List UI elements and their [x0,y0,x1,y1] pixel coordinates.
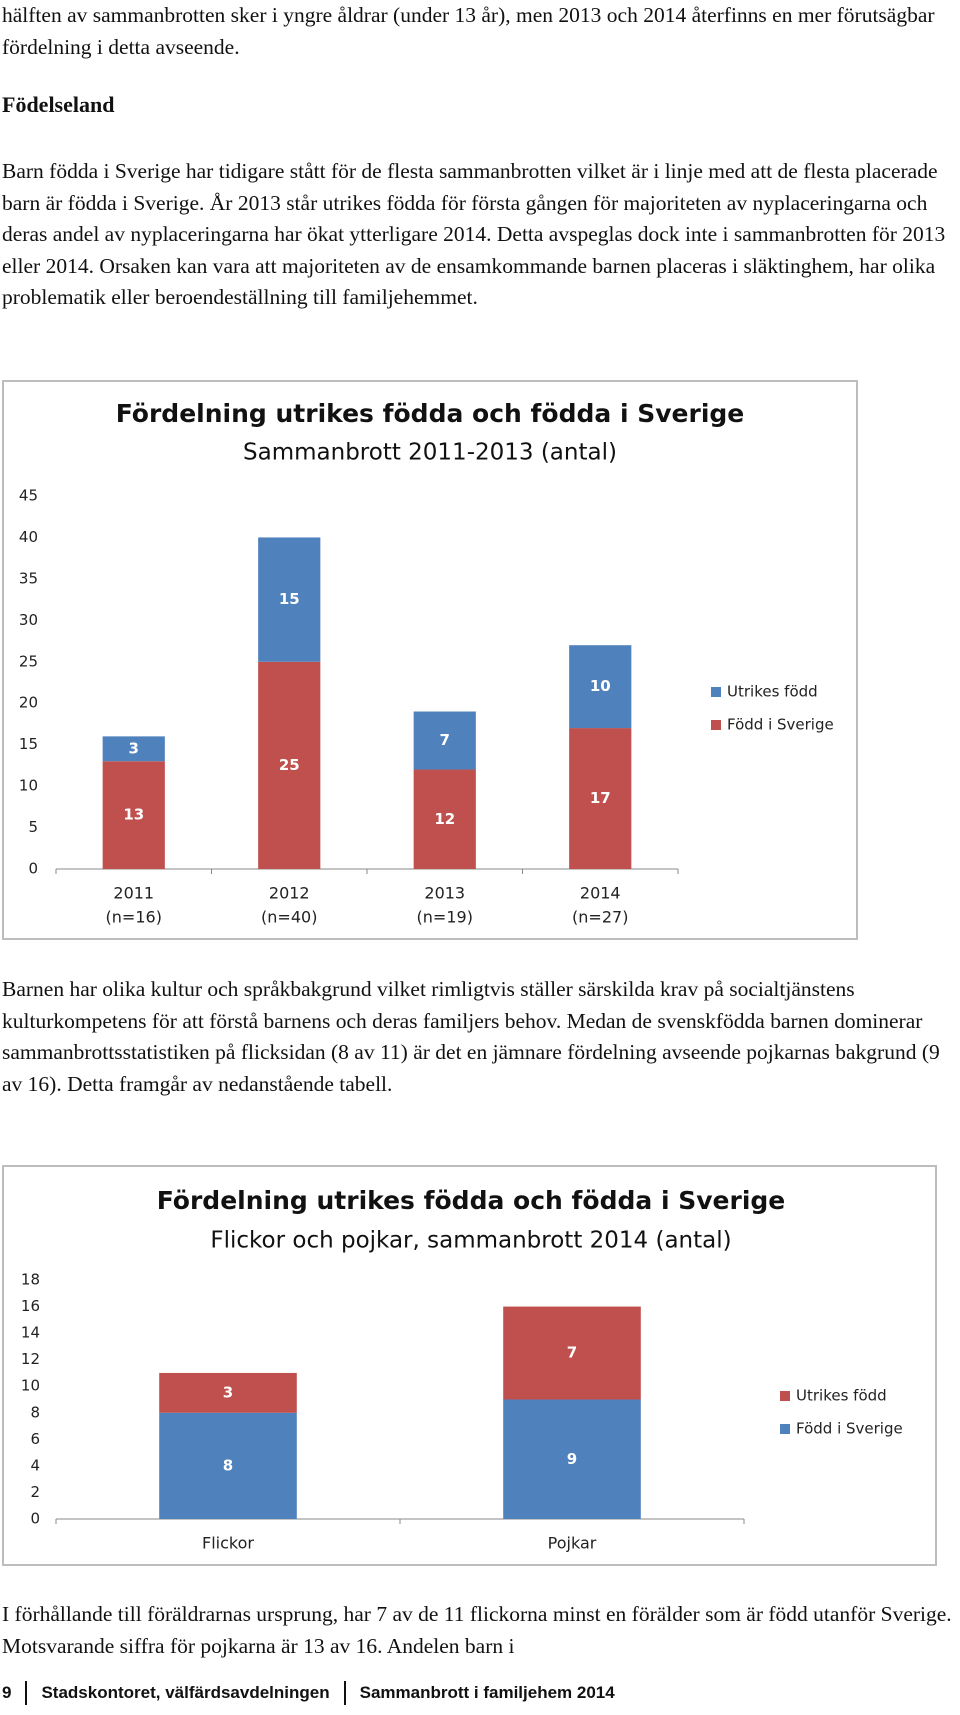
x-tick-label: 2012 [269,884,310,903]
y-tick-label: 0 [28,860,38,878]
bar-segment [102,761,165,869]
data-label: 25 [279,756,300,774]
section-heading: Födelseland [2,92,115,117]
y-tick-label: 10 [19,777,38,795]
y-tick-label: 20 [19,694,38,712]
bar-segment [413,711,476,770]
chart: Fördelning utrikes födda och födda i Sve… [19,399,834,927]
footer-department: Stadskontoret, välfärdsavdelningen [41,1683,330,1702]
bar-segment [159,1412,297,1519]
data-label: 10 [590,677,611,695]
legend-swatch [780,1424,790,1434]
chart-subtitle: Sammanbrott 2011-2013 (antal) [243,440,617,466]
x-tick-sublabel: (n=40) [261,908,317,927]
legend-label: Född i Sverige [796,1420,903,1438]
y-tick-label: 8 [30,1403,40,1421]
y-tick-label: 15 [19,735,38,753]
legend-swatch [711,687,721,697]
footer: 9 Stadskontoret, välfärdsavdelningen Sam… [2,1680,615,1706]
y-tick-label: 12 [21,1350,40,1368]
y-tick-label: 45 [19,487,38,505]
legend-label: Född i Sverige [727,716,834,734]
x-tick-label: Pojkar [548,1534,597,1553]
bar-segment [413,769,476,869]
x-tick-label: 2014 [580,884,621,903]
bar-segment [258,661,321,869]
y-tick-label: 4 [30,1456,40,1474]
data-label: 17 [590,789,611,807]
chart-subtitle: Flickor och pojkar, sammanbrott 2014 (an… [210,1228,731,1254]
y-tick-label: 18 [21,1271,40,1289]
page-number: 9 [2,1683,12,1702]
data-label: 13 [123,806,144,824]
data-label: 8 [223,1456,233,1474]
chart-title: Fördelning utrikes födda och födda i Sve… [116,399,745,428]
x-tick-sublabel: (n=27) [572,908,628,927]
chart: Fördelning utrikes födda och födda i Sve… [21,1186,903,1553]
paragraph: Barnen har olika kultur och språkbakgrun… [2,977,940,1096]
bar-segment [569,645,632,729]
x-tick-label: Flickor [202,1534,254,1553]
y-tick-label: 10 [21,1377,40,1395]
chart-frame: Fördelning utrikes födda och födda i Sve… [2,1165,937,1566]
chart-frame: Fördelning utrikes födda och födda i Sve… [2,380,858,940]
x-tick-label: 2013 [424,884,465,903]
legend-label: Utrikes född [796,1387,887,1405]
paragraph: I förhållande till föräldrarnas ursprung… [2,1602,952,1658]
y-tick-label: 35 [19,569,38,587]
bar-segment [503,1399,641,1519]
y-tick-label: 14 [21,1324,40,1342]
data-label: 7 [440,731,450,749]
data-label: 3 [223,1383,233,1401]
x-tick-sublabel: (n=19) [417,908,473,927]
y-tick-label: 30 [19,611,38,629]
legend-swatch [780,1391,790,1401]
chart-title: Fördelning utrikes födda och födda i Sve… [157,1186,786,1215]
data-label: 9 [567,1450,577,1468]
data-label: 3 [129,739,139,757]
bar-segment [102,736,165,762]
y-tick-label: 5 [28,818,38,836]
y-tick-label: 0 [30,1510,40,1528]
data-label: 15 [279,590,300,608]
bar-segment [569,728,632,869]
legend-swatch [711,720,721,730]
bar-segment [503,1306,641,1400]
y-tick-label: 2 [30,1483,40,1501]
separator [25,1681,28,1705]
bar-segment [258,537,321,662]
y-tick-label: 16 [21,1297,40,1315]
y-tick-label: 6 [30,1430,40,1448]
x-tick-sublabel: (n=16) [106,908,162,927]
separator [343,1681,346,1705]
legend-label: Utrikes född [727,683,818,701]
footer-report: Sammanbrott i familjehem 2014 [359,1683,615,1702]
bar-segment [159,1372,297,1413]
x-tick-label: 2011 [113,884,154,903]
paragraph: Barn födda i Sverige har tidigare stått … [2,159,946,310]
data-label: 7 [567,1344,577,1362]
y-tick-label: 40 [19,528,38,546]
data-label: 12 [434,810,455,828]
y-tick-label: 25 [19,652,38,670]
paragraph: hälften av sammanbrotten sker i yngre ål… [2,3,935,59]
